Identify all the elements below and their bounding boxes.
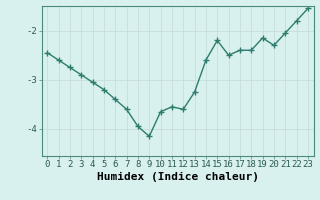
X-axis label: Humidex (Indice chaleur): Humidex (Indice chaleur) — [97, 172, 259, 182]
